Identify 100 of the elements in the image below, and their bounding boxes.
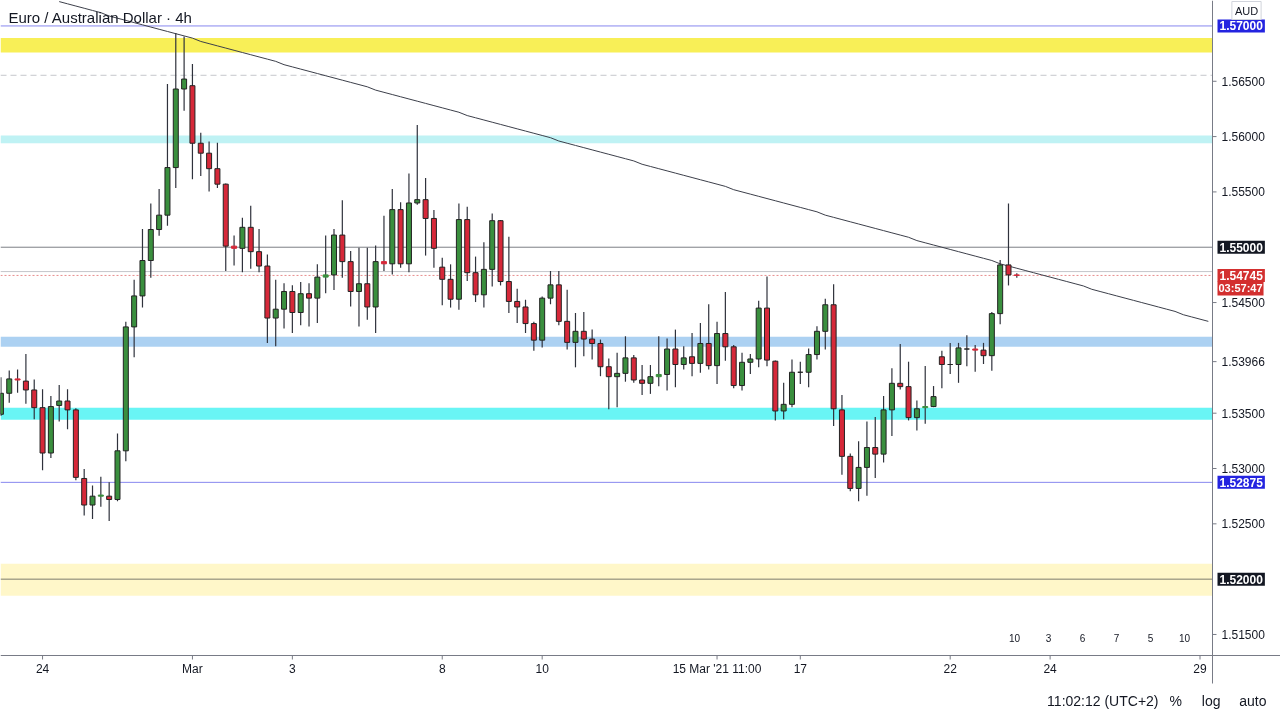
- candlestick: [863, 421, 870, 496]
- annotation: 6: [1079, 632, 1086, 644]
- candlestick: [439, 257, 446, 306]
- candlestick: [197, 132, 204, 176]
- candlestick: [705, 304, 712, 370]
- candlestick: [938, 350, 945, 389]
- candlestick: [622, 336, 629, 382]
- candlestick: [231, 235, 238, 266]
- text: %: [1169, 692, 1182, 709]
- candlestick: [64, 389, 71, 430]
- annotation: 10: [1008, 632, 1021, 644]
- candlestick: [447, 264, 454, 308]
- text: log: [1201, 692, 1221, 709]
- candlestick: [97, 476, 104, 507]
- candlestick: [281, 283, 288, 329]
- candlestick: [955, 342, 962, 383]
- candlestick: [156, 189, 163, 236]
- y-tick-label: 1.54500: [1221, 296, 1266, 311]
- x-tick-label: 17: [793, 662, 808, 676]
- ref-line-label: 1.52875: [1219, 475, 1264, 490]
- candlestick: [106, 482, 113, 522]
- candlestick: [505, 236, 512, 314]
- y-tick-label: 1.55500: [1221, 185, 1266, 200]
- candlestick: [181, 36, 188, 111]
- y-tick-label: 1.52500: [1221, 517, 1266, 532]
- annotation: 7: [1113, 632, 1120, 644]
- ref-line-label: 1.54745: [1219, 268, 1264, 283]
- candlestick: [14, 369, 21, 393]
- candlestick: [514, 288, 521, 324]
- candlestick: [897, 344, 904, 390]
- annotation: 3: [1045, 632, 1052, 644]
- candlestick: [239, 217, 246, 273]
- x-tick-label: 24: [1043, 662, 1058, 676]
- candlestick: [256, 228, 263, 273]
- x-tick-label: 8: [438, 662, 446, 676]
- candlestick: [980, 342, 987, 365]
- candlestick: [655, 336, 662, 387]
- x-tick-label: 29: [1193, 662, 1208, 676]
- y-tick-label: 1.53966: [1221, 355, 1266, 370]
- candlestick: [680, 346, 687, 370]
- candlestick: [805, 348, 812, 388]
- candlestick: [614, 352, 621, 408]
- candlestick: [297, 282, 304, 326]
- candlestick: [31, 379, 38, 420]
- candlestick: [22, 353, 29, 404]
- candlestick: [206, 141, 213, 192]
- candlestick: [6, 370, 13, 403]
- candlestick: [580, 311, 587, 357]
- candlestick: [572, 313, 579, 368]
- candlestick: [747, 353, 754, 374]
- candlestick: [522, 299, 529, 334]
- text: Euro / Australian Dollar · 4h: [8, 9, 192, 26]
- candlestick: [689, 332, 696, 377]
- annotation: 5: [1147, 632, 1154, 644]
- candlestick: [672, 329, 679, 388]
- text: 11:02:12 (UTC+2): [1047, 692, 1159, 709]
- candlestick: [289, 285, 296, 334]
- candlestick: [380, 215, 387, 272]
- candlestick: [306, 283, 313, 327]
- candlestick: [1005, 203, 1012, 286]
- candlestick: [647, 365, 654, 394]
- candlestick: [322, 235, 329, 294]
- candlestick: [214, 142, 221, 189]
- annotation: 10: [1178, 632, 1191, 644]
- x-tick-label: 15 Mar '21 11:00: [672, 661, 762, 676]
- candlestick: [422, 178, 429, 256]
- candlestick: [564, 289, 571, 350]
- candlestick: [56, 384, 63, 422]
- y-tick-label: 1.56500: [1221, 74, 1266, 89]
- text: 03:57:47: [1218, 282, 1263, 295]
- candlestick: [722, 291, 729, 361]
- candlestick: [972, 345, 979, 372]
- candlestick: [355, 247, 362, 327]
- candlestick: [605, 358, 612, 410]
- candlestick: [530, 321, 537, 351]
- x-tick-label: 10: [535, 662, 550, 676]
- candlestick: [930, 386, 937, 408]
- y-tick-label: 1.56000: [1221, 130, 1266, 145]
- candlestick: [697, 322, 704, 373]
- candlestick: [913, 400, 920, 431]
- text: auto: [1239, 692, 1267, 709]
- candlestick: [589, 329, 596, 360]
- candlestick: [922, 366, 929, 424]
- candlestick: [872, 417, 879, 478]
- candlestick: [89, 485, 96, 519]
- candlestick: [272, 279, 279, 347]
- candlestick: [639, 365, 646, 395]
- candlestick: [414, 124, 421, 205]
- candlestick: [314, 264, 321, 324]
- ref-line-label: 1.52000: [1219, 572, 1264, 587]
- candlestick: [547, 270, 554, 305]
- ref-line-label: 1.57000: [1219, 19, 1264, 34]
- candlestick: [630, 355, 637, 383]
- candlestick: [739, 352, 746, 391]
- candlestick: [364, 247, 371, 320]
- candlestick: [472, 256, 479, 303]
- x-tick-label: 24: [35, 662, 50, 676]
- y-tick-label: 1.53500: [1221, 406, 1266, 421]
- y-tick-label: 1.53000: [1221, 462, 1266, 477]
- candlestick: [813, 326, 820, 360]
